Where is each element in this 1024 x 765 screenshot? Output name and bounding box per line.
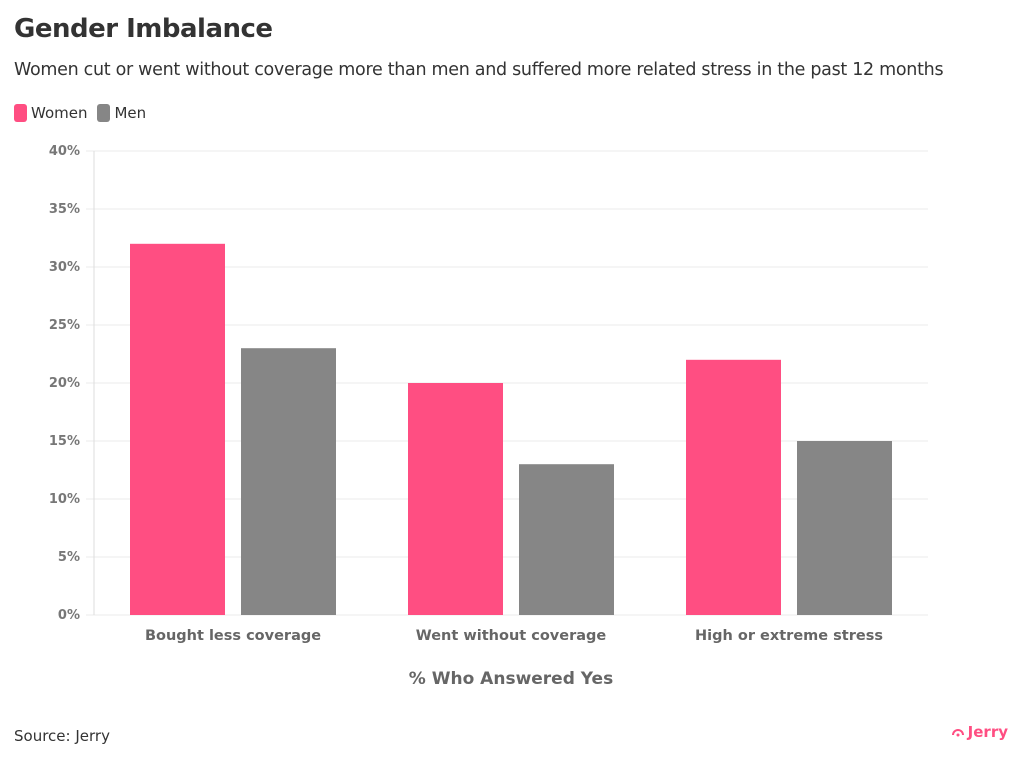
chart-title: Gender Imbalance xyxy=(14,14,273,44)
y-tick-label: 25% xyxy=(49,318,80,333)
jerry-logo: Jerry xyxy=(951,723,1008,741)
y-tick-label: 20% xyxy=(49,376,80,391)
legend-label-women: Women xyxy=(31,104,88,122)
source-note: Source: Jerry xyxy=(14,727,110,745)
jerry-logo-icon xyxy=(951,729,964,737)
bar-men xyxy=(241,348,336,615)
legend-swatch-men xyxy=(97,104,111,122)
y-tick-label: 15% xyxy=(49,434,80,449)
y-tick-label: 5% xyxy=(58,550,80,565)
y-tick-label: 40% xyxy=(49,144,80,159)
y-tick-label: 0% xyxy=(58,608,80,623)
x-axis-label: % Who Answered Yes xyxy=(409,669,613,689)
y-tick-label: 30% xyxy=(49,260,80,275)
x-tick-label: Bought less coverage xyxy=(145,628,321,644)
y-tick-label: 10% xyxy=(49,492,80,507)
bar-women xyxy=(408,383,503,615)
jerry-logo-text: Jerry xyxy=(967,723,1008,741)
bar-women xyxy=(130,243,225,616)
x-tick-label: Went without coverage xyxy=(416,628,607,644)
bar-men xyxy=(519,464,614,615)
bar-men xyxy=(797,441,892,615)
legend-item-women[interactable]: Women xyxy=(14,104,87,122)
legend-item-men[interactable]: Men xyxy=(97,104,146,122)
x-tick-label: High or extreme stress xyxy=(695,628,883,644)
bar-women xyxy=(686,359,781,615)
chart-subtitle: Women cut or went without coverage more … xyxy=(14,60,944,80)
legend: Women Men xyxy=(14,104,146,122)
y-tick-label: 35% xyxy=(49,202,80,217)
legend-swatch-women xyxy=(14,104,27,122)
legend-label-men: Men xyxy=(114,104,147,122)
